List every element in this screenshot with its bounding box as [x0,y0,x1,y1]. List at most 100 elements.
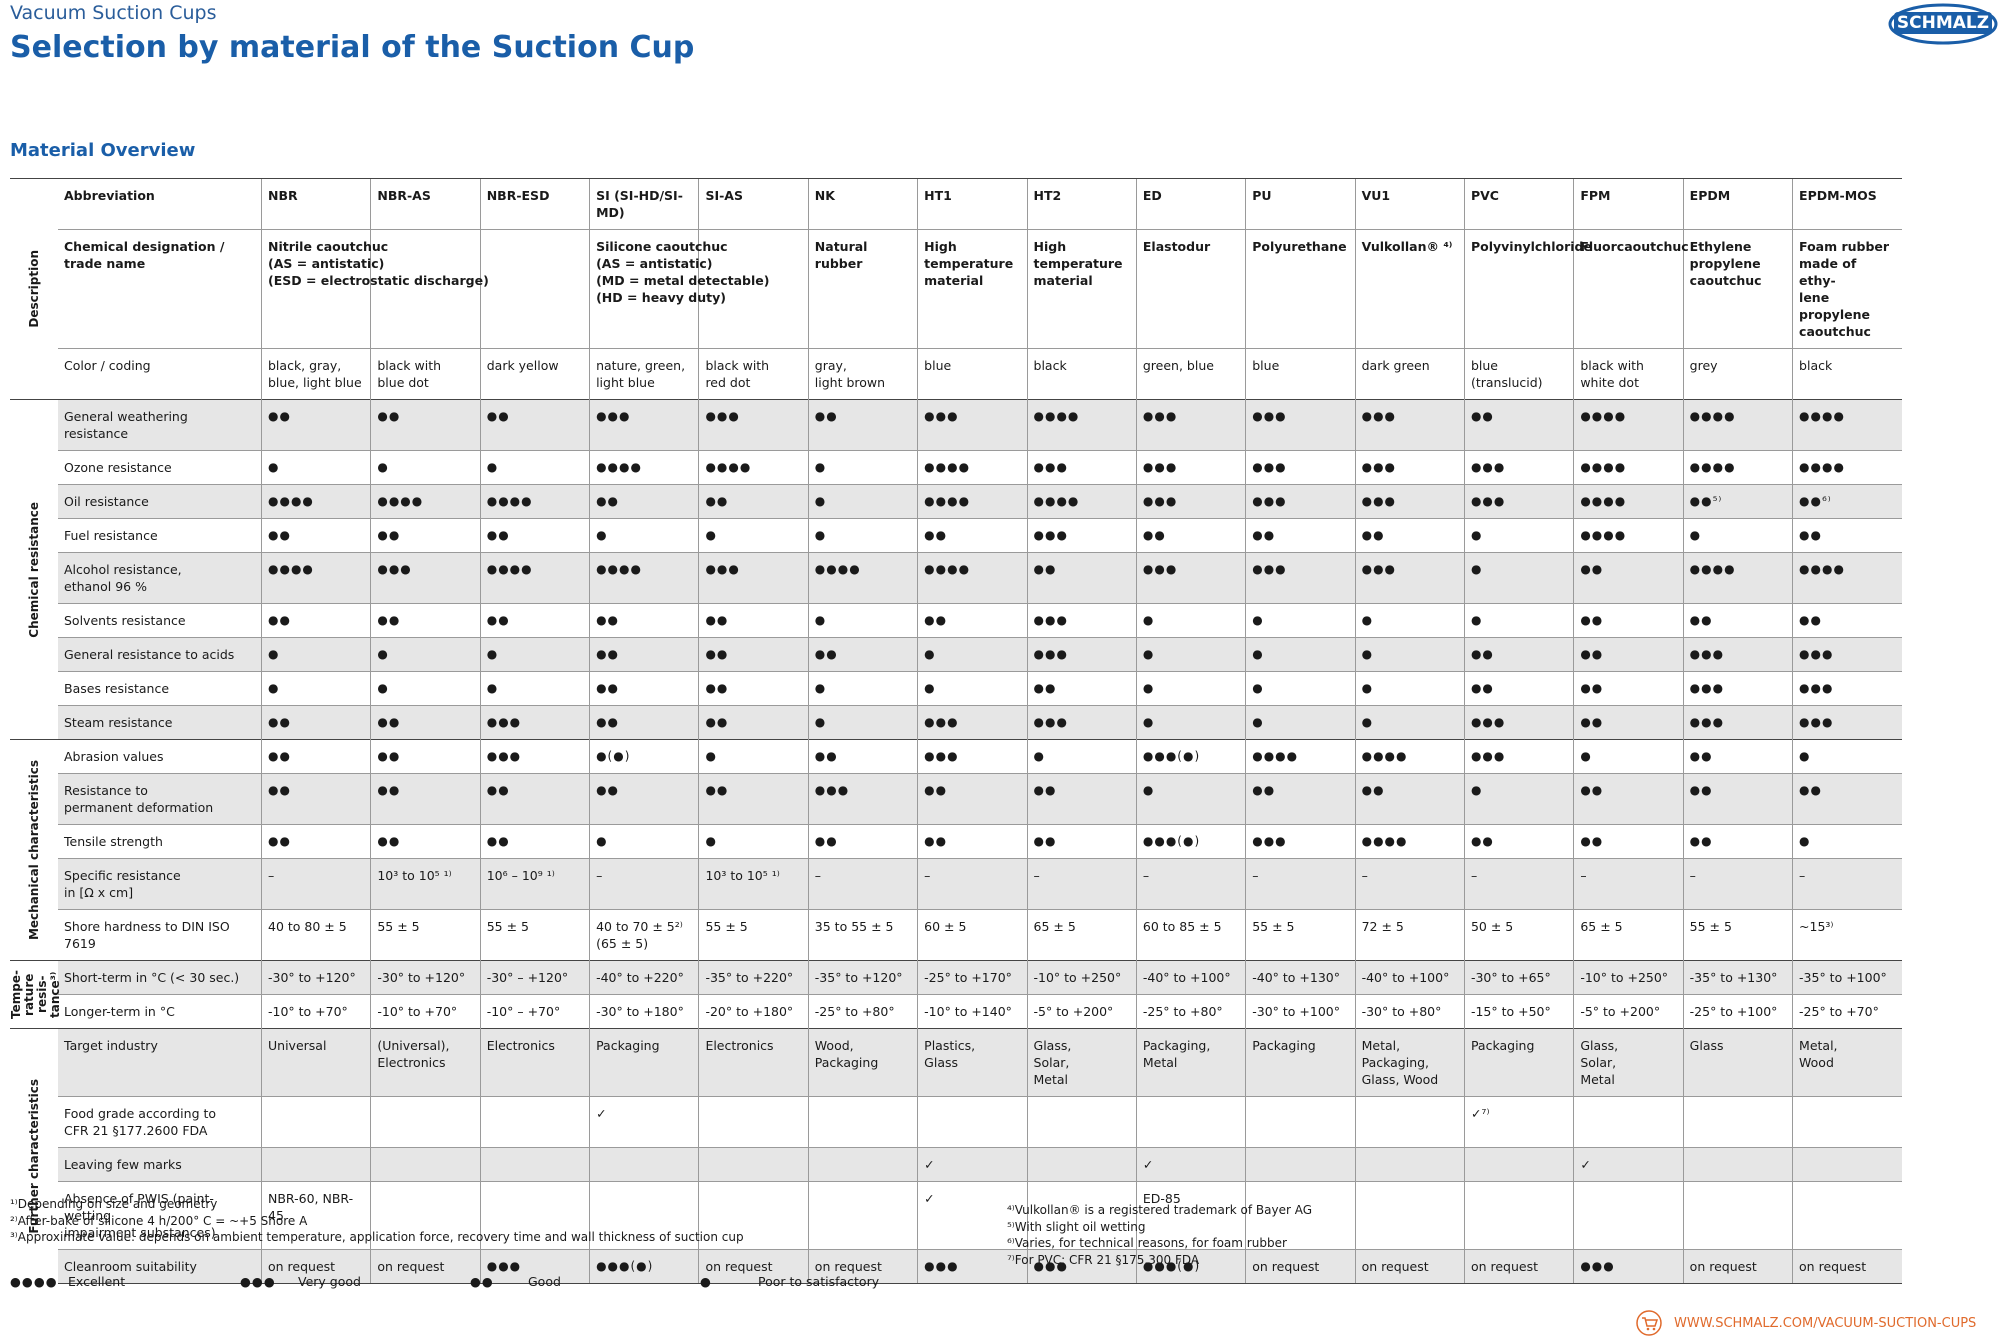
table-cell: Packaging [589,1028,699,1097]
table-cell: – [917,858,1028,910]
group-label: Description [26,250,41,328]
table-cell: -30° to +180° [589,994,699,1029]
row-label: General weathering resistance [58,399,262,451]
table-cell: blue [1245,348,1356,400]
cart-icon [1636,1310,1662,1336]
group-label: Chemical resistance [26,501,41,638]
table-cell: ●●●● [807,552,918,604]
empty-cell [1354,1096,1465,1148]
table-cell: 10³ to 10⁵ ¹⁾ [370,858,481,910]
table-cell: Packaging, Metal [1135,1028,1246,1097]
legend-item: ●●● Very good [240,1274,470,1289]
table-cell: Electronics [479,1028,590,1097]
table-cell: ●● [370,773,481,825]
table-cell: ●● [589,773,699,825]
footer-url[interactable]: WWW.SCHMALZ.COM/VACUUM-SUCTION-CUPS [1674,1315,1977,1331]
table-cell: ●● [1354,518,1465,553]
table-cell: ●●●● [1682,552,1793,604]
table-cell: Electronics [698,1028,809,1097]
table-cell: ●●● [479,739,590,774]
table-cell: Fluorcaoutchuc [1573,229,1689,349]
footnote: ³⁾Approximate value: depends on ambient … [10,1230,744,1244]
table-cell: ●●●● [479,552,590,604]
table-cell: Silicone caoutchuc (AS = antistatic) (MD… [589,229,769,349]
table-cell: ●●●● [1026,399,1137,451]
footnote: ¹⁾Depending on size and geometry [10,1197,218,1211]
table-cell: ●● [589,671,699,706]
table-cell: ● [1135,637,1246,672]
table-cell: on request [807,1249,918,1284]
table-cell: ●●● [1135,484,1246,519]
table-cell: ●●● [917,399,1028,451]
table-cell: -30° – +120° [479,960,590,995]
table-cell: ●● [479,518,590,553]
table-cell: ●●● [1245,450,1356,485]
legend-item: ●● Good [470,1274,700,1289]
table-row: Oil resistance ●●●● ●●●● ●●●● ●● ●● ● ●●●● ●●●● ●… [10,484,1902,519]
legend-symbol: ● [700,1274,712,1289]
table-cell: -10° to +250° [1573,960,1684,995]
table-cell: ●● [807,637,918,672]
empty-cell [589,1181,699,1250]
table-cell: ●●●● [1354,739,1465,774]
table-cell: on request [1792,1249,1902,1284]
legend-symbol: ●●●● [10,1274,58,1289]
empty-cell [479,1181,590,1250]
table-cell: NBR-AS [370,178,481,230]
logo: SCHMALZ [1888,3,1998,45]
table-cell: – [1463,858,1574,910]
table-row: Steam resistance ●● ●● ●●● ●● ●● ● ●●● ●●● ● ● ● ●●●… [10,705,1902,740]
legend-label: Good [528,1274,561,1289]
table-cell: – [1245,858,1356,910]
table-cell: ●●● [1354,399,1465,451]
table-cell: ED-85 [1135,1181,1246,1250]
table-cell: Glass [1682,1028,1793,1097]
table-cell: – [260,858,371,910]
table-cell: 10³ to 10⁵ ¹⁾ [698,858,809,910]
table-cell: ● [807,603,918,638]
table-cell: – [1026,858,1137,910]
table-cell: ●●● [1026,637,1137,672]
table-cell: ●●● [370,552,481,604]
table-cell: SI-AS [698,178,809,230]
table-cell: NK [807,178,918,230]
empty-cell [1792,1181,1902,1250]
table-cell: – [589,858,699,910]
table-cell: -35° to +130° [1682,960,1793,995]
table-cell: ●●●● [1354,824,1465,859]
table-cell: – [1682,858,1793,910]
row-label: Target industry [58,1028,262,1097]
empty-cell [1463,1181,1574,1250]
table-cell: ●● [917,603,1028,638]
table-cell: ●●●● [917,450,1028,485]
legend-item: ●●●● Excellent [10,1274,240,1289]
table-cell: ● [589,518,699,553]
table-cell: ●● [1792,518,1902,553]
table-cell: – [1792,858,1902,910]
table-cell: ●● [1573,824,1684,859]
table-cell: ●● [370,739,481,774]
table-row: Specific resistance in [Ω x cm] –10³ to 1… [10,858,1902,910]
table-cell: 40 to 70 ± 5²⁾ (65 ± 5) [589,909,699,961]
table-cell: ●● [370,705,481,740]
table-cell: Packaging [1463,1028,1574,1097]
table-cell: ●● [260,824,371,859]
table-row: Chemical resistance General weathering re… [10,399,1902,740]
row-label: Absence of PWIS (paint-wetting impairmen… [58,1181,262,1250]
row-label: Longer-term in °C [58,994,262,1029]
row-label: Alcohol resistance, ethanol 96 % [58,552,262,604]
table-cell: ●● [698,705,809,740]
table-cell: Metal, Packaging, Glass, Wood [1354,1028,1465,1097]
table-cell: -10° to +250° [1026,960,1137,995]
table-cell: EPDM [1682,178,1793,230]
table-cell: ✓ [589,1096,699,1148]
table-cell: -25° to +100° [1682,994,1793,1029]
group-label: Tempe- rature resis- tance³⁾ [9,970,62,1019]
table-cell: PU [1245,178,1356,230]
empty-cell [698,1147,809,1182]
table-cell: Wood, Packaging [807,1028,918,1097]
table-cell: -30° to +100° [1245,994,1356,1029]
table-cell: ● [807,484,918,519]
legend-symbol: ●●● [240,1274,276,1289]
table-cell: on request [698,1249,809,1284]
